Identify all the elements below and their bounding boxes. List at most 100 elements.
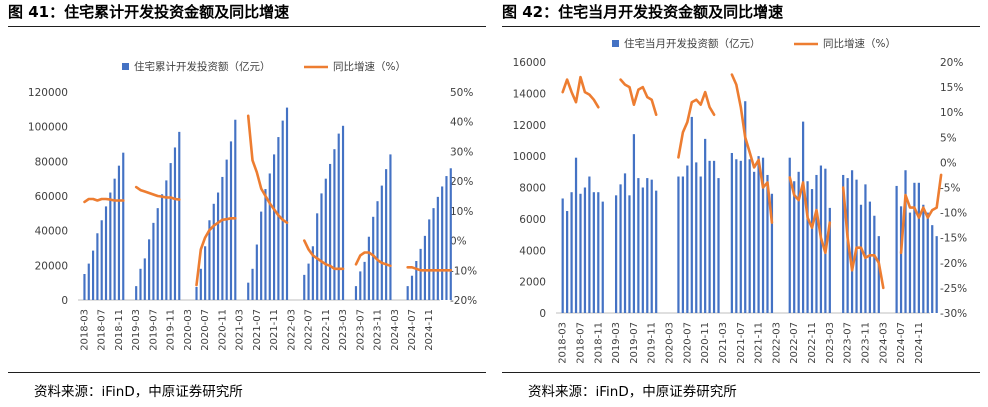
bar — [268, 173, 271, 300]
bar — [169, 163, 172, 300]
bar — [139, 268, 142, 300]
bar — [570, 192, 573, 313]
x-tick-label: 2021-03 — [235, 309, 246, 351]
y-right-tick-label: -15% — [940, 233, 967, 245]
x-tick-label: 2021-07 — [736, 322, 747, 364]
growth-line-segment — [730, 73, 774, 224]
bar — [574, 157, 578, 313]
source-note: 资料来源：iFinD，中原证券研究所 — [528, 384, 737, 400]
x-tick-label: 2022-11 — [807, 322, 818, 364]
legend-line-label: 同比增速（%） — [823, 37, 896, 50]
bar — [341, 125, 345, 300]
bar — [264, 189, 267, 300]
bar — [247, 282, 250, 300]
bar — [113, 178, 116, 300]
y-right-tick-label: 15% — [940, 82, 963, 94]
bar — [797, 171, 800, 313]
bar — [619, 184, 622, 313]
bar — [717, 178, 720, 313]
bar — [251, 268, 254, 300]
x-tick-label: 2021-11 — [754, 322, 765, 364]
y-left-tick-label: 8000 — [519, 183, 546, 195]
bar — [419, 248, 422, 300]
y-left-tick-label: 16000 — [513, 57, 546, 69]
y-left-tick-label: 0 — [539, 308, 546, 320]
x-tick-label: 2023-11 — [860, 322, 871, 364]
bar — [810, 189, 814, 313]
bar — [646, 178, 649, 313]
x-tick-label: 2021-07 — [252, 309, 263, 351]
y-left-tick-label: 14000 — [513, 88, 546, 100]
bar — [597, 192, 600, 313]
x-tick-label: 2021-11 — [269, 309, 280, 351]
y-right-tick-label: 40% — [450, 117, 473, 129]
bar — [333, 149, 336, 300]
y-left-tick-label: 4000 — [519, 245, 546, 257]
chart-panel-41: 图 41：住宅累计开发投资金额及同比增速 0 20000 40000 60000 800… — [8, 3, 486, 400]
bar — [904, 170, 907, 313]
bar — [441, 186, 444, 300]
bar — [83, 274, 86, 300]
bar — [410, 275, 414, 300]
y-left-tick-label: 6000 — [519, 214, 546, 226]
bar — [579, 193, 582, 313]
bar — [753, 171, 756, 313]
y-left-tick-label: 80000 — [35, 156, 68, 168]
y-left-tick-label: 60000 — [35, 191, 68, 203]
bar — [824, 168, 827, 313]
y-right-tick-label: 20% — [940, 57, 963, 69]
chart-42: 0 2000 4000 6000 8000 10000 12000 14000 16000 -30… — [513, 37, 968, 364]
bar — [623, 173, 627, 313]
bar — [100, 220, 103, 300]
bar — [931, 225, 934, 313]
bar — [385, 169, 388, 300]
x-tick-label: 2018-03 — [558, 322, 569, 364]
bar — [307, 263, 310, 300]
x-tick-label: 2023-03 — [825, 322, 836, 364]
title-rule — [8, 26, 486, 27]
y-right-tick-label: 10% — [450, 206, 473, 218]
legend-bar-swatch — [612, 40, 619, 47]
x-tick-label: 2024-03 — [878, 322, 889, 364]
bar — [199, 268, 202, 300]
x-tick-label: 2018-07 — [97, 309, 108, 351]
bar — [204, 246, 207, 300]
bar — [899, 206, 903, 313]
bar — [380, 185, 383, 300]
bar — [372, 216, 375, 300]
x-tick-label: 2019-03 — [131, 309, 142, 351]
growth-line-segment — [899, 173, 943, 255]
bar — [311, 246, 314, 300]
growth-line-segment — [195, 217, 237, 287]
bar — [389, 154, 392, 300]
bar — [917, 182, 920, 313]
x-tick-label: 2023-11 — [373, 309, 384, 351]
y-left-tick-label: 0 — [61, 295, 68, 307]
y-right-tick-label: -5% — [940, 183, 960, 195]
bar — [117, 165, 121, 300]
x-tick-label: 2019-03 — [611, 322, 622, 364]
y-right-tick-label: -20% — [450, 295, 477, 307]
x-tick-label: 2020-03 — [183, 309, 194, 351]
bar — [173, 147, 177, 300]
bar — [686, 165, 689, 313]
y-right-tick-label: 0% — [940, 157, 957, 169]
figure-title: 图 42：住宅当月开发投资金额及同比增速 — [502, 3, 784, 21]
x-tick-label: 2022-03 — [771, 322, 782, 364]
bar — [712, 160, 716, 313]
x-tick-label: 2022-07 — [304, 309, 315, 351]
growth-line-segment — [677, 90, 716, 159]
bar — [922, 204, 925, 313]
x-tick-label: 2022-03 — [286, 309, 297, 351]
y-left-tick-label: 12000 — [513, 120, 546, 132]
bar — [708, 160, 711, 313]
title-rule — [502, 26, 980, 27]
y-right-tick-label: -10% — [450, 265, 477, 277]
bar — [628, 195, 631, 313]
bar — [859, 204, 863, 313]
y-right-tick-label: -10% — [940, 208, 967, 220]
y-left-tick-label: 2000 — [519, 277, 546, 289]
y-right-tick-label: -25% — [940, 283, 967, 295]
bar — [281, 120, 284, 300]
x-tick-label: 2019-11 — [647, 322, 658, 364]
